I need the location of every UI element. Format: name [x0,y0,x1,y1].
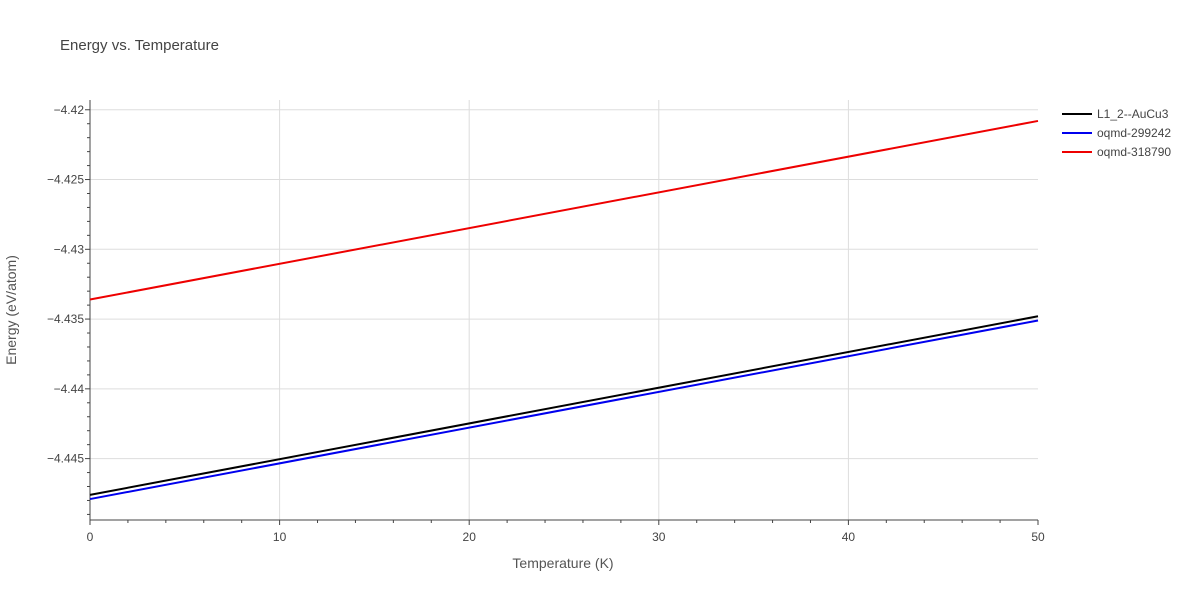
legend: L1_2--AuCu3 oqmd-299242 oqmd-318790 [1062,107,1171,159]
legend-label: L1_2--AuCu3 [1097,107,1169,121]
legend-item[interactable]: L1_2--AuCu3 [1062,107,1169,121]
y-tick-label: −4.435 [47,312,84,326]
x-tick-label: 50 [1031,530,1045,544]
grid-layer [90,100,1038,520]
series-line-2 [89,319,1039,501]
legend-label: oqmd-318790 [1097,145,1171,159]
legend-item[interactable]: oqmd-299242 [1062,126,1171,140]
series-line-3 [89,119,1039,301]
x-axis-title: Temperature (K) [512,555,613,571]
x-tick-label: 20 [463,530,477,544]
y-tick-label: −4.445 [47,452,84,466]
x-tick-label: 10 [273,530,287,544]
y-tick-label: −4.44 [54,382,85,396]
series-layer [89,119,1039,501]
series-line-1 [89,315,1039,496]
x-tick-label: 0 [87,530,94,544]
x-tick-label: 40 [842,530,856,544]
y-tick-label: −4.425 [47,173,84,187]
y-tick-label: −4.43 [54,242,85,256]
y-tick-label: −4.42 [54,103,85,117]
legend-label: oqmd-299242 [1097,126,1171,140]
x-tick-label: 30 [652,530,666,544]
legend-item[interactable]: oqmd-318790 [1062,145,1171,159]
chart-title: Energy vs. Temperature [60,37,219,54]
y-axis-title: Energy (eV/atom) [3,255,19,365]
axes-layer: 0 10 20 30 40 50 −4.445 −4.44 −4.435 −4.43 −4.425 −… [47,100,1045,544]
